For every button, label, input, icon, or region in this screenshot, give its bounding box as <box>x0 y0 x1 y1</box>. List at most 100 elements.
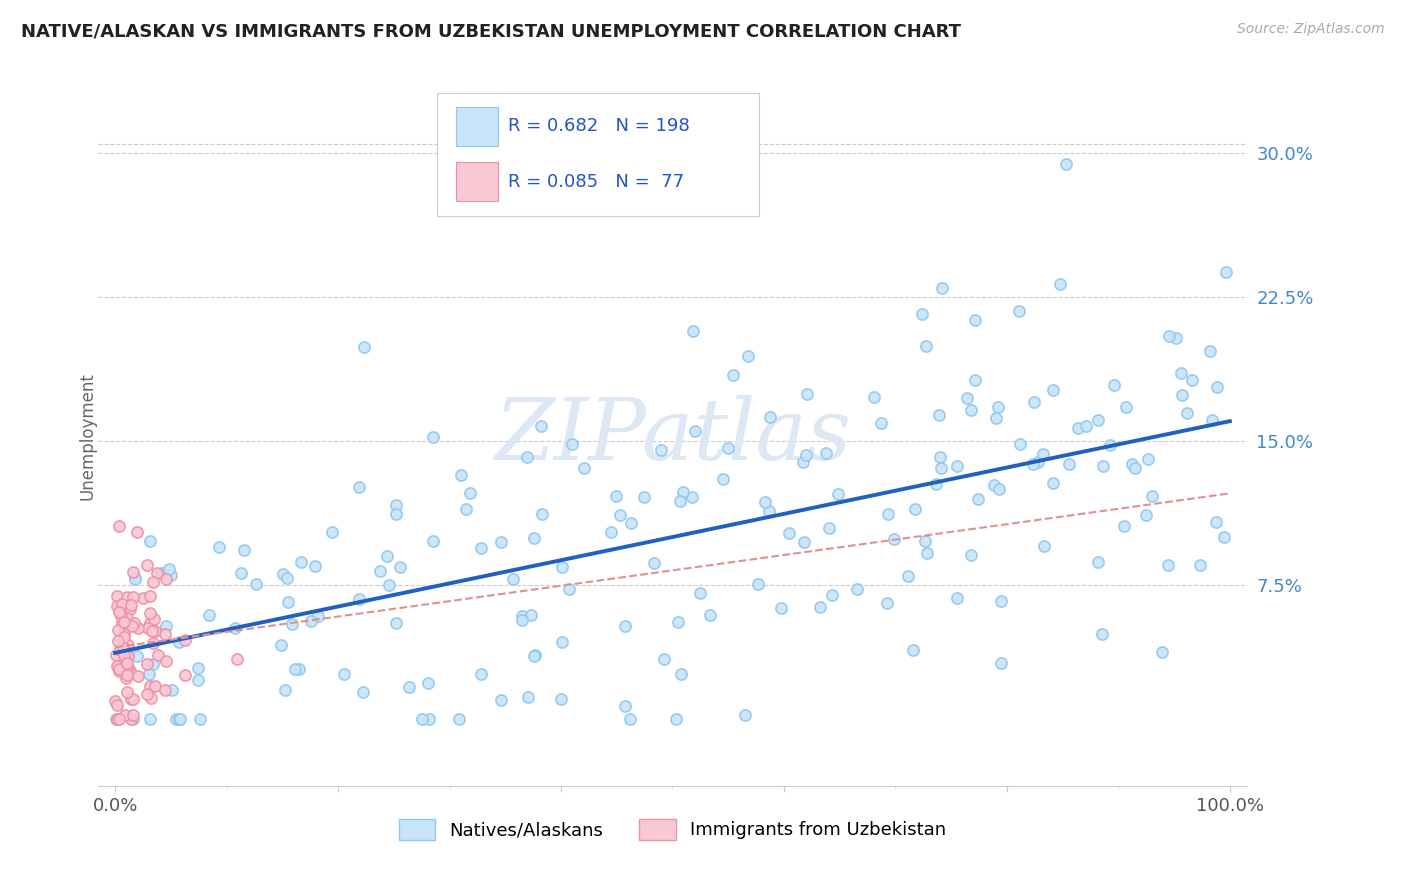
Point <box>155 618 177 632</box>
Point <box>105 712 128 726</box>
Point <box>470 541 492 555</box>
Point <box>1171 388 1194 402</box>
Point <box>510 613 533 627</box>
Point <box>108 662 131 676</box>
Point <box>652 652 675 666</box>
Point <box>139 589 162 603</box>
Point <box>349 591 371 606</box>
Point <box>187 673 209 688</box>
Point <box>489 535 512 549</box>
Point <box>107 698 129 712</box>
Point <box>416 676 439 690</box>
Point <box>375 549 398 564</box>
Point <box>108 664 131 678</box>
Point <box>142 635 165 649</box>
Point <box>132 591 155 605</box>
Point <box>862 390 884 404</box>
Point <box>143 624 166 639</box>
Point <box>155 572 177 586</box>
Point <box>814 446 837 460</box>
Point <box>778 526 800 541</box>
Point <box>796 386 818 401</box>
Point <box>845 582 868 596</box>
Point <box>138 679 160 693</box>
Point <box>174 633 197 648</box>
Text: R = 0.682   N = 198: R = 0.682 N = 198 <box>508 118 689 136</box>
Point <box>510 609 533 624</box>
Point <box>605 489 627 503</box>
Point <box>633 490 655 504</box>
Point <box>115 656 138 670</box>
Legend: Natives/Alaskans, Immigrants from Uzbekistan: Natives/Alaskans, Immigrants from Uzbeki… <box>392 812 953 847</box>
Point <box>105 599 128 613</box>
Point <box>1067 421 1090 435</box>
Point <box>1157 329 1180 343</box>
Point <box>928 450 950 465</box>
Point <box>870 416 893 430</box>
Point <box>619 712 641 726</box>
Point <box>699 607 721 622</box>
Point <box>136 657 159 671</box>
Point <box>682 324 704 338</box>
Point <box>188 712 211 726</box>
Point <box>231 566 253 580</box>
Point <box>384 507 406 521</box>
Point <box>125 649 148 664</box>
Point <box>307 609 329 624</box>
Point <box>197 607 219 622</box>
Point <box>931 460 953 475</box>
Point <box>245 576 267 591</box>
Point <box>960 548 983 562</box>
Point <box>990 656 1012 670</box>
Point <box>304 559 326 574</box>
Point <box>135 687 157 701</box>
Point <box>758 504 780 518</box>
Point <box>987 482 1010 496</box>
Point <box>115 668 138 682</box>
Point <box>112 627 135 641</box>
Point <box>138 666 160 681</box>
Point <box>143 612 166 626</box>
Point <box>470 667 492 681</box>
Text: NATIVE/ALASKAN VS IMMIGRANTS FROM UZBEKISTAN UNEMPLOYMENT CORRELATION CHART: NATIVE/ALASKAN VS IMMIGRANTS FROM UZBEKI… <box>21 22 962 40</box>
Point <box>734 708 756 723</box>
Point <box>1150 645 1173 659</box>
Point <box>956 391 979 405</box>
Point <box>187 661 209 675</box>
Point <box>721 368 744 382</box>
Point <box>1099 438 1122 452</box>
Point <box>146 648 169 663</box>
Point <box>111 597 134 611</box>
Point <box>523 648 546 663</box>
Point <box>108 660 131 674</box>
Point <box>794 448 817 462</box>
Point <box>271 567 294 582</box>
Point <box>122 565 145 579</box>
Point <box>1166 331 1188 345</box>
Point <box>422 430 444 444</box>
Point <box>108 519 131 533</box>
Point <box>987 401 1010 415</box>
Point <box>928 408 950 422</box>
Point <box>139 533 162 548</box>
Point <box>105 659 128 673</box>
Point <box>112 615 135 629</box>
Point <box>876 507 898 521</box>
Point <box>1170 366 1192 380</box>
Point <box>665 712 688 726</box>
Point <box>643 556 665 570</box>
Point <box>139 606 162 620</box>
Point <box>1087 413 1109 427</box>
Point <box>1121 458 1143 472</box>
Point <box>112 630 135 644</box>
Point <box>901 642 924 657</box>
Point <box>683 424 706 438</box>
Point <box>139 616 162 631</box>
Point <box>915 338 938 352</box>
Point <box>104 694 127 708</box>
Point <box>153 682 176 697</box>
Point <box>1136 451 1159 466</box>
Point <box>115 663 138 677</box>
Point <box>105 589 128 603</box>
Point <box>139 691 162 706</box>
